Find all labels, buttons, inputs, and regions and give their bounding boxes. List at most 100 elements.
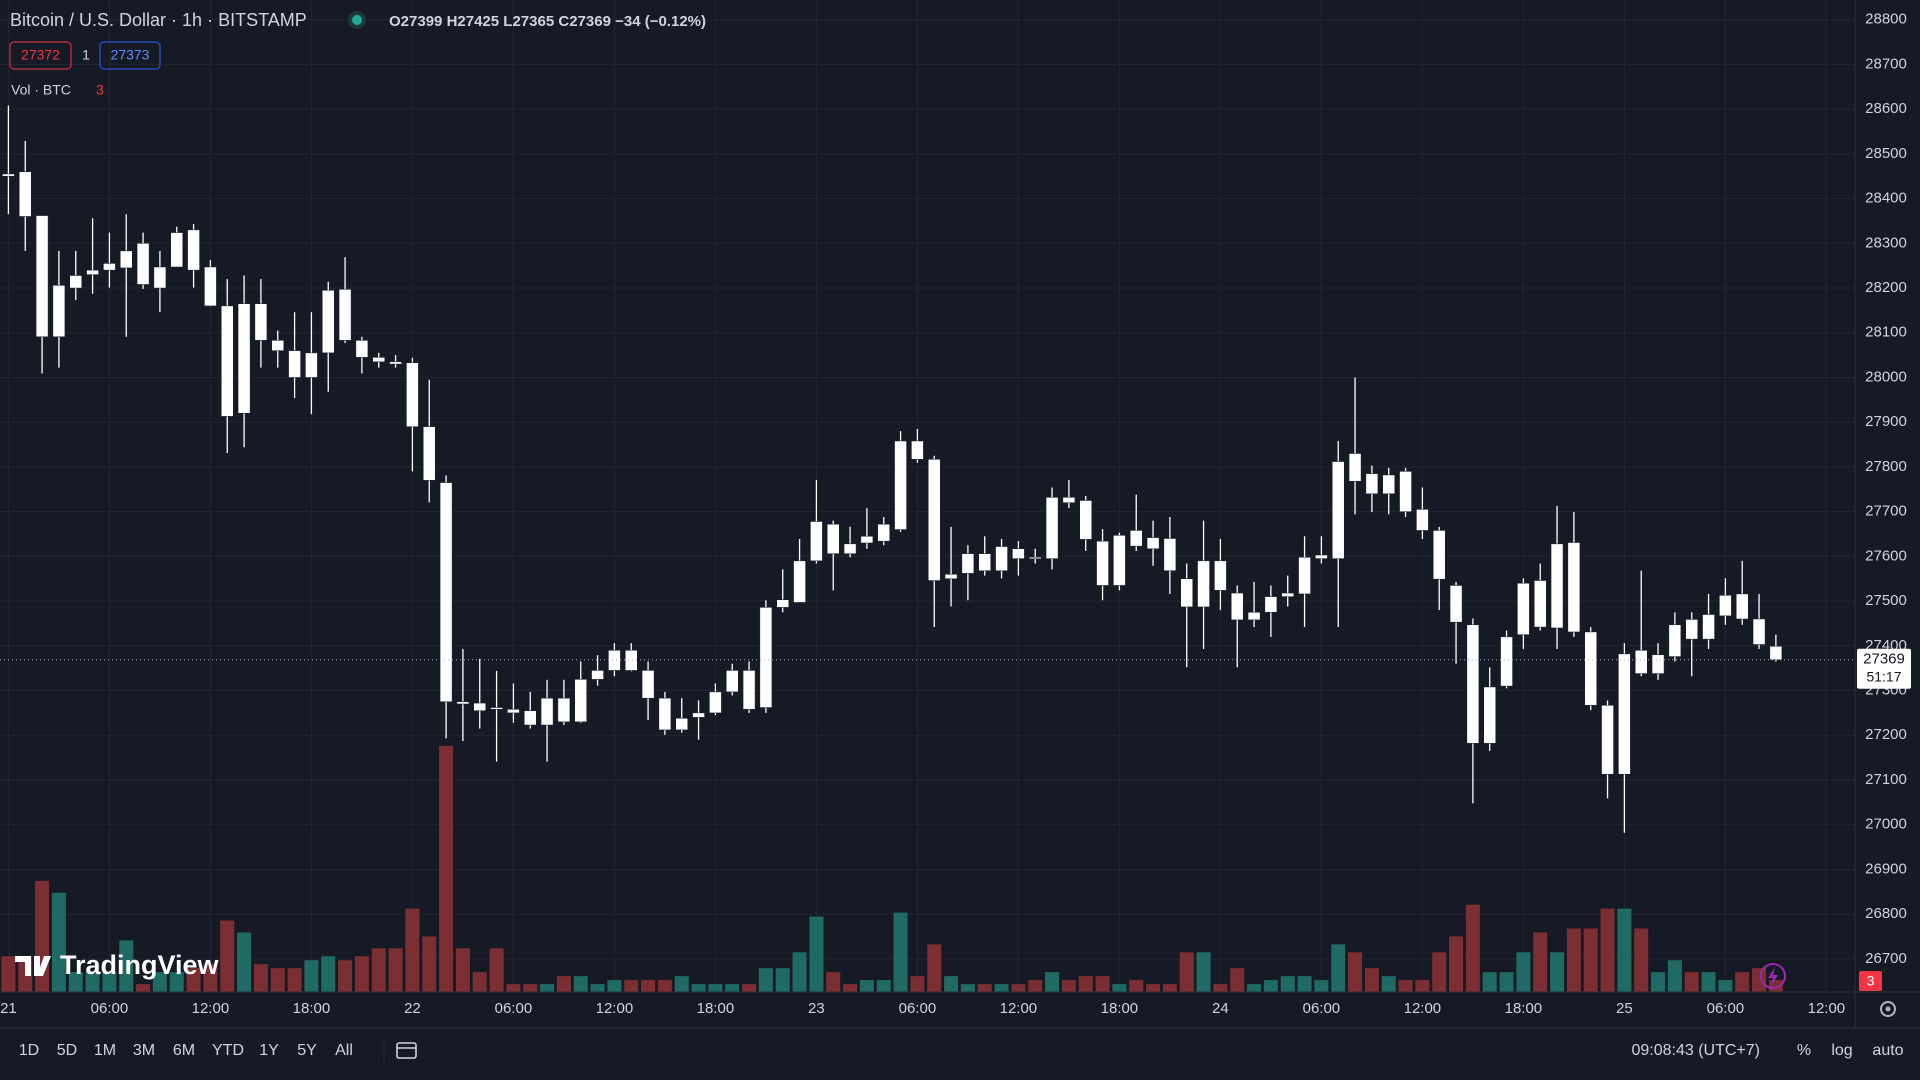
candle-body — [675, 718, 688, 731]
volume-bar — [1230, 968, 1245, 992]
volume-bar — [742, 984, 757, 992]
candle-body — [1331, 461, 1345, 559]
auto-toggle[interactable]: auto — [1872, 1042, 1903, 1059]
candle-body — [1550, 543, 1564, 629]
candle-body — [1483, 686, 1496, 744]
symbol-title: Bitcoin / U.S. Dollar · 1h · BITSTAMP — [10, 10, 307, 30]
candle-body — [692, 712, 705, 718]
volume-bar — [1768, 980, 1783, 992]
candle-body — [35, 215, 49, 338]
volume-bar — [859, 980, 874, 992]
x-tick-label: 06:00 — [91, 1000, 129, 1017]
candle-body — [422, 426, 436, 481]
percent-toggle[interactable]: % — [1797, 1042, 1811, 1059]
volume-bar — [657, 980, 672, 992]
ask-price: 27373 — [111, 47, 150, 63]
logo-text: TradingView — [60, 950, 220, 980]
candle-body — [1348, 453, 1362, 482]
candle-body — [911, 440, 924, 460]
candle-body — [1769, 646, 1783, 660]
volume-bar — [1550, 952, 1565, 992]
volume-bar — [876, 980, 891, 992]
range-button[interactable]: 1Y — [259, 1042, 279, 1059]
volume-bar — [809, 916, 824, 992]
volume-bar — [775, 968, 790, 992]
volume-bar — [944, 976, 959, 992]
candle-body — [1045, 497, 1059, 559]
candle-body — [1062, 497, 1076, 503]
volume-bar — [758, 968, 773, 992]
ohlc-label: H — [447, 13, 458, 30]
candle-body — [1752, 618, 1766, 645]
range-button[interactable]: 3M — [133, 1042, 155, 1059]
range-button[interactable]: 6M — [173, 1042, 195, 1059]
ask-box[interactable] — [99, 41, 161, 70]
y-tick-label: 27200 — [1865, 726, 1907, 743]
volume-bar — [152, 972, 167, 992]
volume-bar — [1146, 984, 1161, 992]
y-tick-label: 26800 — [1865, 905, 1907, 922]
ohlc-value: 27369 — [569, 13, 611, 30]
x-tick-label: 12:00 — [1000, 1000, 1038, 1017]
y-tick-label: 26900 — [1865, 860, 1907, 877]
candle-body — [103, 263, 116, 271]
range-button[interactable]: 5Y — [297, 1042, 317, 1059]
volume-bar — [321, 956, 336, 992]
candle-body — [490, 707, 503, 710]
candle-body — [523, 710, 537, 726]
candle-body — [1618, 653, 1631, 775]
y-tick-label: 28400 — [1865, 190, 1907, 207]
volume-bar — [472, 972, 487, 992]
volume-bar — [590, 984, 605, 992]
candle-body — [288, 350, 301, 378]
candle-body — [1702, 614, 1715, 640]
volume-bar — [1449, 936, 1464, 992]
candle-body — [271, 340, 284, 351]
lightning-button[interactable] — [1760, 963, 1786, 989]
candle-body — [826, 523, 840, 554]
range-button[interactable]: All — [335, 1042, 353, 1059]
volume-bar — [910, 976, 925, 992]
range-button[interactable]: 5D — [57, 1042, 77, 1059]
candle-body — [810, 521, 823, 562]
volume-bar — [1701, 972, 1716, 992]
volume-bar — [725, 984, 740, 992]
range-button[interactable]: 1M — [94, 1042, 116, 1059]
log-toggle[interactable]: log — [1831, 1042, 1852, 1059]
volume-bar — [270, 968, 285, 992]
x-tick-label: 06:00 — [899, 1000, 937, 1017]
candle-body — [624, 650, 638, 671]
candle-body — [1315, 554, 1328, 559]
candles — [0, 105, 1855, 833]
date-range-button[interactable] — [396, 1042, 417, 1059]
candle-body — [1719, 595, 1732, 617]
candle-body — [1247, 612, 1261, 621]
volume-bar — [1196, 952, 1211, 992]
candle-body — [1382, 474, 1395, 495]
volume-bar — [1432, 952, 1447, 992]
bid-box[interactable] — [9, 41, 72, 70]
y-tick-label: 28200 — [1865, 279, 1907, 296]
volume-bar — [573, 976, 588, 992]
volume-bar — [1028, 980, 1043, 992]
volume-bar — [489, 948, 504, 992]
volume-bar — [1499, 972, 1514, 992]
range-button[interactable]: YTD — [212, 1042, 244, 1059]
candle-body — [843, 543, 857, 554]
ohlc-value: 27425 — [457, 13, 499, 30]
volume-pane — [1, 745, 1783, 992]
y-tick-label: 26700 — [1865, 950, 1907, 967]
volume-bar — [1600, 908, 1615, 992]
range-button[interactable]: 1D — [19, 1042, 39, 1059]
x-tick-label: 22 — [404, 1000, 421, 1017]
y-tick-label: 27900 — [1865, 413, 1907, 430]
candle-body — [1634, 650, 1648, 674]
x-tick-label: 18:00 — [293, 1000, 331, 1017]
settings-button[interactable] — [1880, 1001, 1896, 1017]
candle-body — [1685, 619, 1698, 640]
candle-body — [170, 232, 183, 268]
candle-body — [641, 670, 655, 699]
volume-bar — [1566, 928, 1581, 992]
volume-bar — [1364, 968, 1379, 992]
x-tick-label: 06:00 — [1707, 1000, 1745, 1017]
